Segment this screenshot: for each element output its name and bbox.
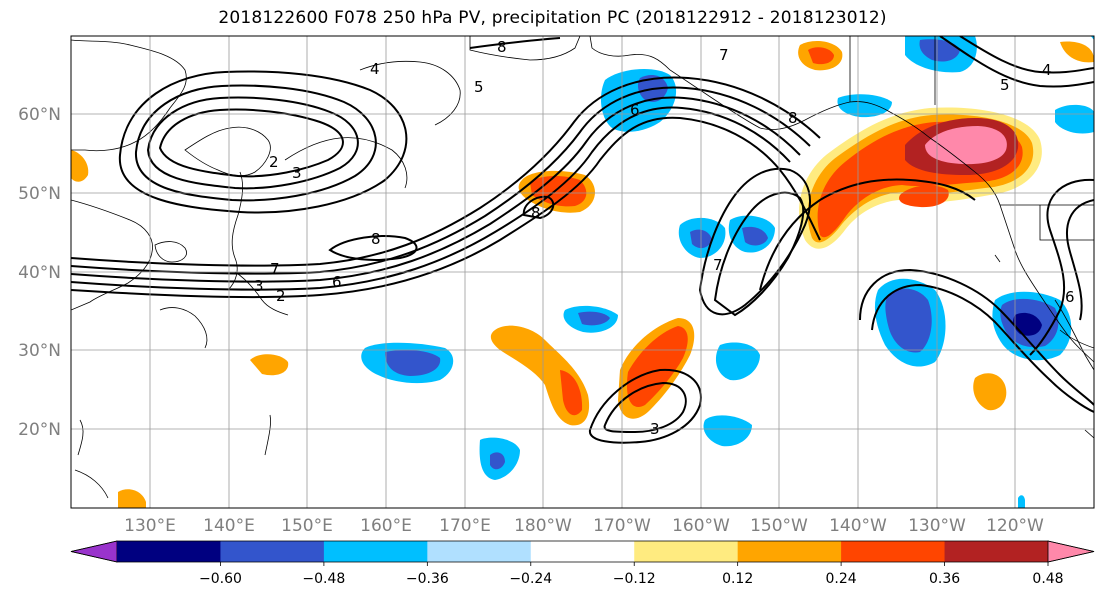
colorbar-tick-label: −0.36 — [406, 571, 449, 587]
pv-label: 8 — [531, 204, 541, 222]
lat-label: 50°N — [18, 184, 61, 204]
colorbar: −0.60 −0.48 −0.36 −0.24 −0.12 0.12 0.24 0.36 0.4… — [70, 540, 1095, 587]
lat-label: 60°N — [18, 105, 61, 125]
colorbar-tick-label: −0.60 — [199, 571, 242, 587]
lat-label: 40°N — [18, 263, 61, 283]
pv-label: 2 — [269, 153, 279, 171]
colorbar-tick-label: 0.12 — [722, 571, 753, 587]
colorbar-segment — [323, 541, 428, 562]
lon-label: 160°E — [360, 516, 412, 536]
pv-label: 6 — [630, 101, 640, 119]
pv-label: 8 — [371, 230, 381, 248]
lon-label: 170°W — [593, 516, 651, 536]
pv-contour-labels: 8 4 5 6 7 8 4 5 2 3 8 8 7 6 3 2 7 3 6 — [254, 38, 1075, 438]
pv-label: 6 — [1065, 288, 1075, 306]
lon-label: 150°W — [750, 516, 808, 536]
colorbar-tick-label: −0.24 — [509, 571, 552, 587]
pv-label: 3 — [292, 164, 302, 182]
pv-contours — [71, 36, 1094, 444]
colorbar-tick-label: −0.48 — [302, 571, 345, 587]
pv-label: 7 — [713, 256, 723, 274]
pv-label: 2 — [276, 287, 286, 305]
precipitation-shading — [71, 36, 1094, 508]
lon-label: 120°W — [986, 516, 1044, 536]
colorbar-outline — [70, 540, 1095, 563]
longitude-labels: 130°E 140°E 150°E 160°E 170°E 180°W 170°… — [124, 516, 1044, 536]
lat-label: 30°N — [18, 341, 61, 361]
colorbar-tick-label: −0.12 — [613, 571, 656, 587]
lon-label: 160°W — [672, 516, 730, 536]
colorbar-segment — [530, 541, 635, 562]
lon-label: 140°E — [203, 516, 255, 536]
pv-label: 4 — [370, 60, 380, 78]
lat-label: 20°N — [18, 420, 61, 440]
colorbar-segment — [841, 541, 946, 562]
colorbar-tick-label: 0.36 — [929, 571, 960, 587]
colorbar-extension-high — [1047, 540, 1095, 563]
lon-label: 170°E — [439, 516, 491, 536]
colorbar-tick-label: 0.24 — [826, 571, 857, 587]
latitude-labels: 60°N 50°N 40°N 30°N 20°N — [18, 105, 61, 440]
colorbar-segment — [634, 541, 739, 562]
lon-label: 180°W — [514, 516, 572, 536]
pv-label: 5 — [474, 78, 484, 96]
pv-label: 3 — [254, 277, 264, 295]
lon-label: 140°W — [829, 516, 887, 536]
colorbar-segment — [427, 541, 532, 562]
pv-label: 8 — [788, 109, 798, 127]
colorbar-segment — [944, 541, 1049, 562]
map-frame — [70, 35, 1095, 509]
lon-label: 150°E — [281, 516, 333, 536]
colorbar-segment — [737, 541, 842, 562]
colorbar-segment — [220, 541, 325, 562]
pv-label: 7 — [719, 46, 729, 64]
pv-label: 4 — [1042, 61, 1052, 79]
colorbar-tick-label: 0.48 — [1032, 571, 1063, 587]
pv-label: 7 — [270, 260, 280, 278]
colorbar-segment — [117, 541, 221, 562]
map-title: 2018122600 F078 250 hPa PV, precipitatio… — [218, 8, 887, 28]
pv-label: 5 — [1000, 76, 1010, 94]
pv-label: 3 — [650, 420, 660, 438]
lon-label: 130°W — [908, 516, 966, 536]
pv-label: 8 — [497, 38, 507, 56]
pv-label: 6 — [332, 273, 342, 291]
lon-label: 130°E — [124, 516, 176, 536]
graticule — [71, 36, 1094, 508]
colorbar-extension-low — [70, 540, 118, 563]
